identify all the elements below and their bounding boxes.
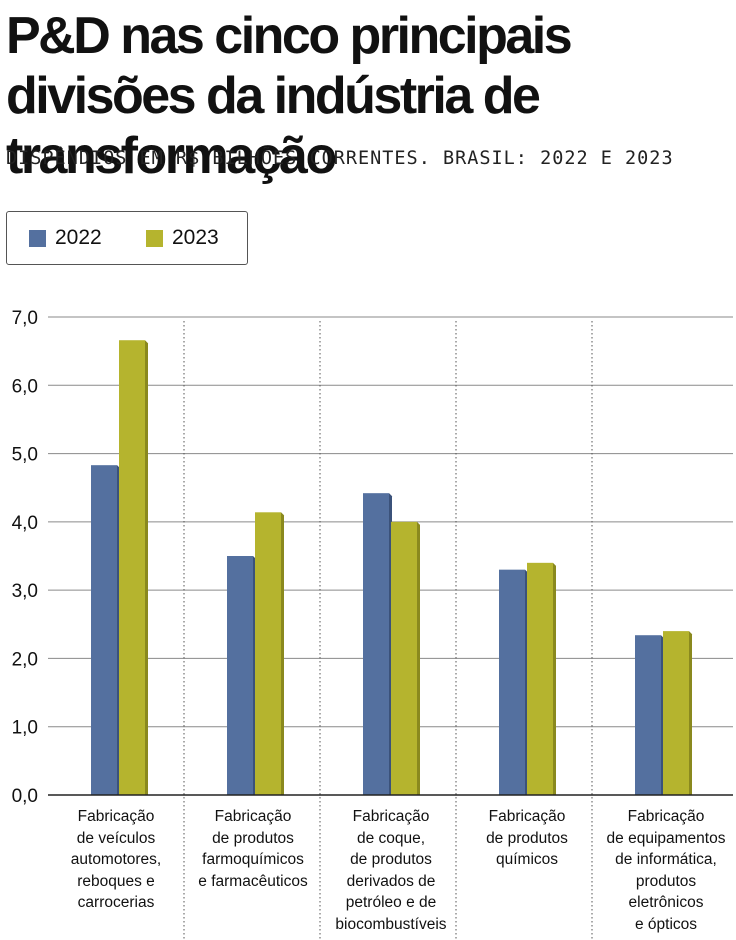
category-label-petroleum: Fabricação de coque, de produtos derivad… [335, 808, 447, 933]
y-tick-label: 0,0 [12, 786, 38, 807]
y-tick-label: 3,0 [12, 581, 38, 602]
bar-2022 [499, 569, 525, 795]
legend-label-2022: 2022 [55, 226, 102, 249]
bar-side-2023 [689, 631, 692, 795]
legend-item-2022: 2022 [29, 226, 102, 249]
y-tick-label: 2,0 [12, 649, 38, 670]
category-label-electronics: Fabricação de equipamentos de informátic… [606, 808, 726, 933]
bar-2022 [635, 635, 661, 795]
y-tick-label: 7,0 [12, 308, 38, 329]
bar-2022 [91, 465, 117, 795]
y-tick-label: 6,0 [12, 376, 38, 397]
bar-2023 [391, 521, 417, 795]
bar-chart: 0,0 1,0 2,0 3,0 4,0 5,0 6,0 7,0 [12, 308, 733, 940]
bar-2023 [527, 562, 553, 795]
category-label-vehicles: Fabricação de veículos automotores, rebo… [70, 808, 162, 911]
category-label-pharma: Fabricação de produtos farmoquímicos e f… [198, 808, 308, 890]
bar-2023 [255, 512, 281, 795]
bar-2023 [663, 631, 689, 795]
legend-label-2023: 2023 [172, 226, 219, 249]
bar-2023 [119, 340, 145, 795]
bar-side-2023 [553, 562, 556, 795]
y-tick-label: 1,0 [12, 718, 38, 739]
bar-2022 [227, 556, 253, 795]
bar-side-2023 [145, 340, 148, 795]
category-label-chemicals: Fabricação de produtos químicos [486, 808, 568, 868]
legend-swatch-2022 [29, 229, 46, 247]
y-tick-label: 5,0 [12, 445, 38, 466]
y-tick-label: 4,0 [12, 513, 38, 534]
bar-side-2023 [417, 521, 420, 795]
chart-title: P&D nas cinco principais divisões da ind… [6, 7, 573, 185]
chart-subtitle: DISPÊNDIOS EM R$ BILHÕES CORRENTES. BRAS… [6, 148, 674, 169]
legend-swatch-2023 [146, 229, 163, 247]
bar-side-2023 [281, 512, 284, 795]
legend: 2022 2023 [6, 211, 248, 265]
legend-item-2023: 2023 [146, 226, 219, 249]
bar-2022 [363, 493, 389, 795]
